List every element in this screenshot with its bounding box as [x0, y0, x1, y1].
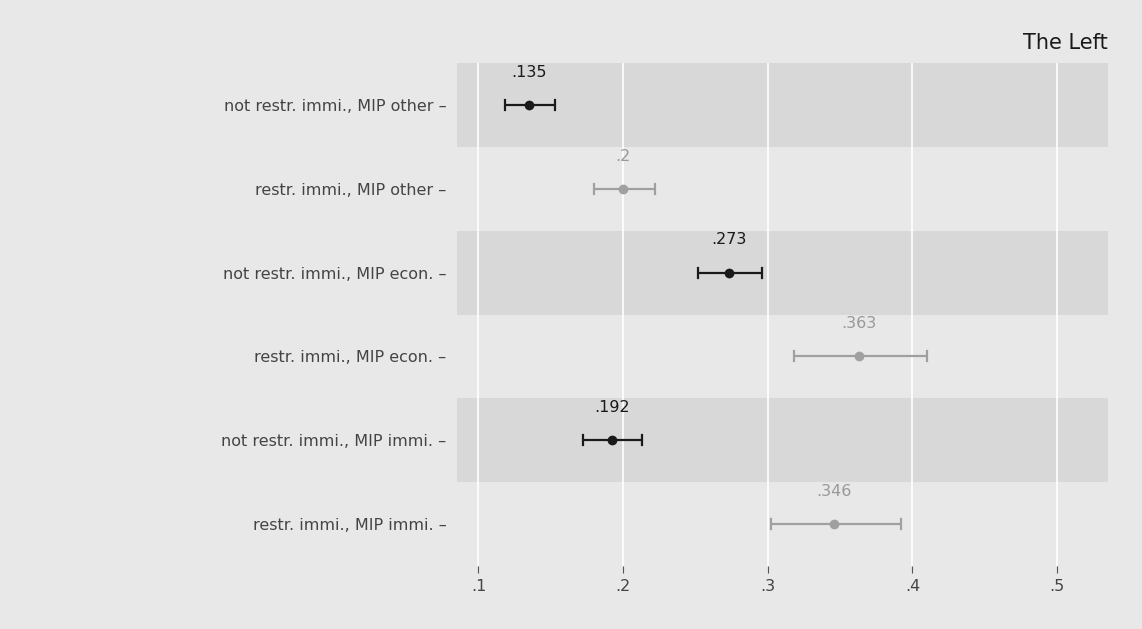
Text: .2: .2 — [616, 148, 630, 164]
Text: .273: .273 — [711, 232, 747, 247]
Text: The Left: The Left — [1023, 33, 1108, 53]
Bar — [457, 147, 1108, 231]
Text: .363: .363 — [842, 316, 877, 331]
Text: .192: .192 — [594, 400, 629, 415]
Bar — [457, 63, 1108, 147]
Bar — [457, 231, 1108, 314]
Bar — [457, 482, 1108, 566]
Bar — [457, 398, 1108, 482]
Text: .135: .135 — [512, 65, 547, 80]
Text: .346: .346 — [817, 484, 852, 499]
Bar — [457, 314, 1108, 398]
